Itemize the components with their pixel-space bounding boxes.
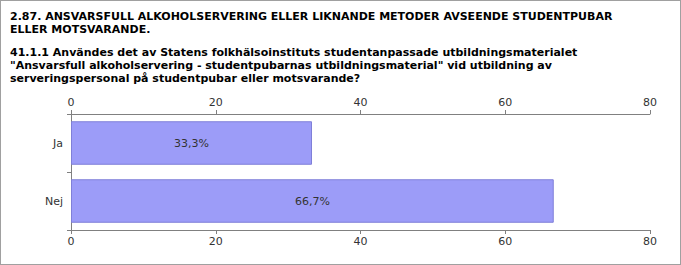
svg-text:40: 40	[354, 96, 368, 109]
svg-text:ELLER MOTSVARANDE.: ELLER MOTSVARANDE.	[10, 23, 150, 36]
svg-text:80: 80	[643, 96, 657, 109]
svg-text:0: 0	[68, 235, 75, 248]
svg-text:41.1.1 Användes det av Statens: 41.1.1 Användes det av Statens folkhälso…	[10, 46, 581, 59]
svg-text:Ja: Ja	[52, 137, 63, 150]
svg-text:0: 0	[68, 96, 75, 109]
svg-text:serveringspersonal på studentp: serveringspersonal på studentpubar eller…	[10, 72, 360, 85]
svg-text:40: 40	[354, 235, 368, 248]
svg-text:20: 20	[209, 96, 223, 109]
svg-text:"Ansvarsfull alkoholservering: "Ansvarsfull alkoholservering - studentp…	[10, 59, 556, 72]
svg-text:60: 60	[498, 96, 512, 109]
svg-text:2.87. ANSVARSFULL ALKOHOLSERVE: 2.87. ANSVARSFULL ALKOHOLSERVERING ELLER…	[10, 10, 616, 23]
svg-text:80: 80	[643, 235, 657, 248]
svg-text:Nej: Nej	[45, 195, 63, 208]
svg-text:33,3%: 33,3%	[174, 137, 209, 150]
svg-text:20: 20	[209, 235, 223, 248]
svg-text:60: 60	[498, 235, 512, 248]
svg-text:66,7%: 66,7%	[295, 195, 330, 208]
